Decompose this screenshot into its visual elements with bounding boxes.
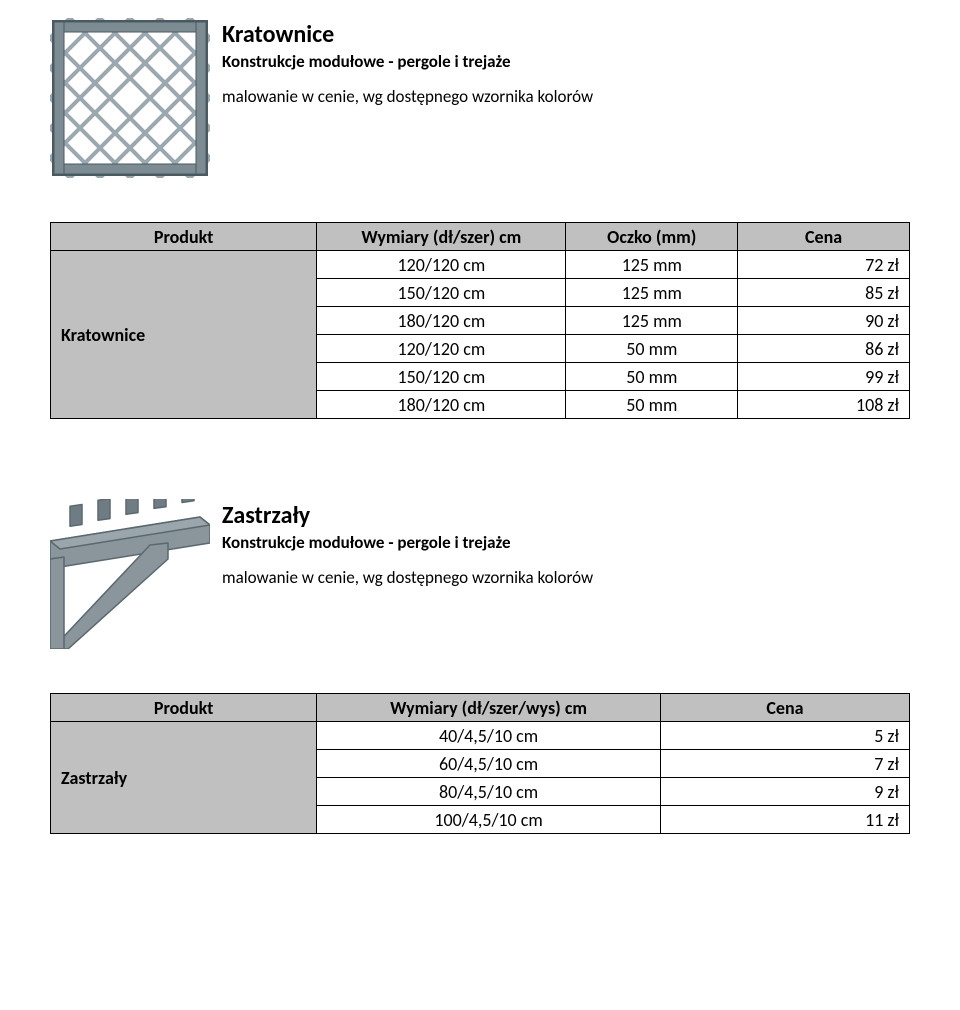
- section2-note: malowanie w cenie, wg dostępnego wzornik…: [222, 567, 593, 588]
- section-zastrzaly-header: Zastrzały Konstrukcje modułowe - pergole…: [50, 499, 910, 649]
- cell-mesh: 50 mm: [566, 335, 738, 363]
- cell-price: 108 zł: [738, 391, 910, 419]
- cell-dims: 100/4,5/10 cm: [317, 806, 661, 834]
- cell-mesh: 50 mm: [566, 391, 738, 419]
- cell-mesh: 125 mm: [566, 279, 738, 307]
- cell-dims: 120/120 cm: [317, 251, 566, 279]
- pergola-bracket-icon: [50, 499, 210, 649]
- cell-price: 7 zł: [660, 750, 909, 778]
- th-dims: Wymiary (dł/szer) cm: [317, 223, 566, 251]
- th-mesh: Oczko (mm): [566, 223, 738, 251]
- table-row: Zastrzały40/4,5/10 cm5 zł: [51, 722, 910, 750]
- cell-price: 11 zł: [660, 806, 909, 834]
- th2-product: Produkt: [51, 694, 317, 722]
- cell-price: 86 zł: [738, 335, 910, 363]
- th2-price: Cena: [660, 694, 909, 722]
- rowlabel-kratownice: Kratownice: [51, 251, 317, 419]
- section1-title: Kratownice: [222, 20, 593, 49]
- rowlabel-zastrzaly: Zastrzały: [51, 722, 317, 834]
- table-kratownice: Produkt Wymiary (dł/szer) cm Oczko (mm) …: [50, 222, 910, 419]
- cell-dims: 60/4,5/10 cm: [317, 750, 661, 778]
- section2-title: Zastrzały: [222, 501, 593, 530]
- cell-dims: 40/4,5/10 cm: [317, 722, 661, 750]
- cell-mesh: 50 mm: [566, 363, 738, 391]
- cell-dims: 80/4,5/10 cm: [317, 778, 661, 806]
- cell-dims: 180/120 cm: [317, 307, 566, 335]
- table-zastrzaly: Produkt Wymiary (dł/szer/wys) cm Cena Za…: [50, 693, 910, 834]
- section-kratownice-header: Kratownice Konstrukcje modułowe - pergol…: [50, 18, 910, 178]
- cell-price: 90 zł: [738, 307, 910, 335]
- cell-price: 85 zł: [738, 279, 910, 307]
- section2-subtitle: Konstrukcje modułowe - pergole i trejaże: [222, 532, 593, 553]
- th-product: Produkt: [51, 223, 317, 251]
- cell-dims: 150/120 cm: [317, 363, 566, 391]
- cell-price: 99 zł: [738, 363, 910, 391]
- cell-dims: 180/120 cm: [317, 391, 566, 419]
- cell-price: 9 zł: [660, 778, 909, 806]
- cell-price: 5 zł: [660, 722, 909, 750]
- th-price: Cena: [738, 223, 910, 251]
- cell-price: 72 zł: [738, 251, 910, 279]
- cell-dims: 120/120 cm: [317, 335, 566, 363]
- table-row: Kratownice120/120 cm125 mm72 zł: [51, 251, 910, 279]
- cell-mesh: 125 mm: [566, 307, 738, 335]
- cell-mesh: 125 mm: [566, 251, 738, 279]
- lattice-icon: [50, 18, 210, 178]
- section1-subtitle: Konstrukcje modułowe - pergole i trejaże: [222, 51, 593, 72]
- section1-note: malowanie w cenie, wg dostępnego wzornik…: [222, 86, 593, 107]
- th2-dims: Wymiary (dł/szer/wys) cm: [317, 694, 661, 722]
- cell-dims: 150/120 cm: [317, 279, 566, 307]
